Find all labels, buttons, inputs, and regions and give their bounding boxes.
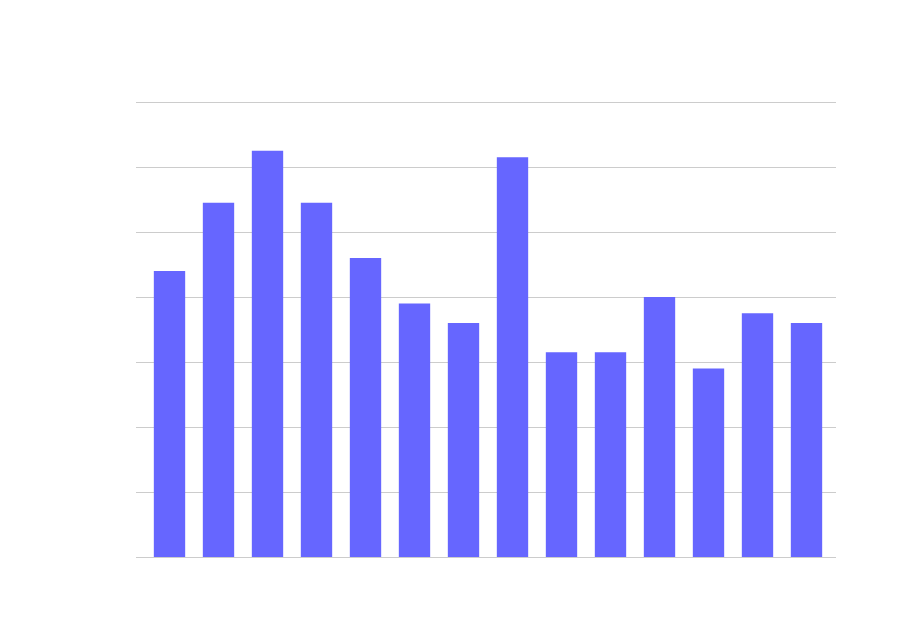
bar xyxy=(349,258,382,557)
bar xyxy=(692,368,725,557)
bar xyxy=(496,157,529,557)
bar xyxy=(153,271,186,557)
bar xyxy=(202,202,235,557)
bar xyxy=(790,323,823,557)
bar xyxy=(447,323,480,557)
bar xyxy=(398,303,431,557)
bar xyxy=(643,297,676,557)
bar xyxy=(300,202,333,557)
bar xyxy=(251,150,284,557)
bar xyxy=(545,352,578,557)
bar xyxy=(741,313,774,557)
bar xyxy=(594,352,627,557)
